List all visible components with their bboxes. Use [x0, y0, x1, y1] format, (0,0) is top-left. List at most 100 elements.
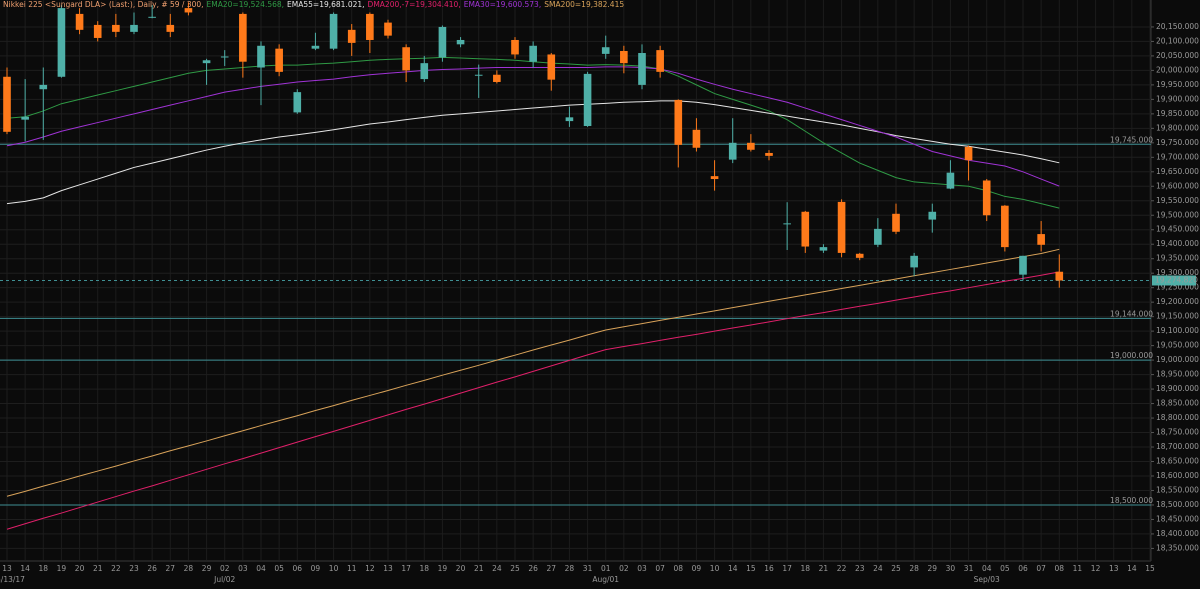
y-tick-label: 18,600.000 — [1156, 471, 1199, 480]
x-tick-label: 12 — [1091, 564, 1101, 573]
candle-body — [438, 26, 447, 58]
y-tick-label: 19,150.000 — [1156, 312, 1199, 321]
candle-body — [710, 176, 719, 180]
x-tick-label: 19 — [57, 564, 67, 573]
candle-body — [946, 172, 955, 189]
level-label: 19,745.000 — [1110, 135, 1153, 144]
x-tick-label: 21 — [819, 564, 829, 573]
candle-body — [257, 45, 265, 68]
x-tick-label: 28 — [909, 564, 919, 573]
x-tick-label: 05 — [274, 564, 284, 573]
y-tick-label: 19,500.000 — [1156, 210, 1199, 219]
y-tick-label: 19,850.000 — [1156, 109, 1199, 118]
x-tick-label: 02 — [619, 564, 629, 573]
candle-body — [801, 211, 810, 247]
candle-body — [656, 50, 664, 72]
candle-body — [783, 223, 791, 225]
y-tick-label: 19,200.000 — [1156, 297, 1199, 306]
candle-body — [874, 228, 882, 245]
y-tick-label: 18,450.000 — [1156, 514, 1199, 523]
x-tick-label: 27 — [166, 564, 176, 573]
period-label: Jun/13/17 — [0, 575, 25, 584]
candle-body — [964, 146, 973, 161]
y-tick-label: 19,900.000 — [1156, 94, 1199, 103]
x-tick-label: 28 — [565, 564, 575, 573]
x-tick-label: 15 — [746, 564, 756, 573]
y-tick-label: 18,850.000 — [1156, 399, 1199, 408]
x-tick-label: 13 — [2, 564, 12, 573]
candle-body — [620, 50, 628, 64]
indicator-line — [6, 271, 1060, 530]
candle-body — [456, 39, 465, 45]
y-tick-label: 19,450.000 — [1156, 225, 1199, 234]
y-tick-label: 19,950.000 — [1156, 80, 1199, 89]
legend: Nikkei 225 <Sungard DLA> (Last:), Daily,… — [3, 0, 624, 9]
x-tick-label: 14 — [728, 564, 738, 573]
chart-title: Nikkei 225 <Sungard DLA> (Last:), Daily,… — [3, 0, 204, 9]
x-tick-label: 03 — [637, 564, 647, 573]
x-tick-label: 29 — [202, 564, 212, 573]
y-tick-label: 19,400.000 — [1156, 239, 1199, 248]
x-tick-label: 06 — [293, 564, 303, 573]
y-tick-label: 19,550.000 — [1156, 196, 1199, 205]
x-tick-label: 22 — [837, 564, 847, 573]
candle-body — [511, 39, 519, 55]
x-tick-label: 12 — [365, 564, 375, 573]
x-tick-label: 11 — [1073, 564, 1083, 573]
x-tick-label: 17 — [782, 564, 792, 573]
y-tick-label: 18,350.000 — [1156, 543, 1199, 552]
x-tick-label: 17 — [401, 564, 411, 573]
y-tick-label: 18,400.000 — [1156, 529, 1199, 538]
candle-body — [982, 180, 991, 216]
candle-body — [293, 92, 302, 113]
legend-entry: SMA200=19,382.415 — [544, 0, 624, 9]
x-tick-label: 11 — [347, 564, 357, 573]
y-tick-label: 18,950.000 — [1156, 370, 1199, 379]
y-tick-label: 18,550.000 — [1156, 485, 1199, 494]
candle-body — [547, 54, 556, 80]
candle-body — [384, 22, 392, 36]
x-tick-label: 06 — [1018, 564, 1028, 573]
candle-body — [855, 253, 864, 258]
candle-body — [239, 13, 247, 62]
x-tick-label: 08 — [674, 564, 684, 573]
x-tick-label: 01 — [601, 564, 611, 573]
y-tick-label: 19,350.000 — [1156, 254, 1199, 263]
x-tick-label: 16 — [764, 564, 774, 573]
y-tick-label: 20,050.000 — [1156, 51, 1199, 60]
x-tick-label: 30 — [946, 564, 956, 573]
candle-body — [311, 45, 320, 49]
candle-body — [1019, 255, 1027, 275]
period-label: Aug/01 — [592, 575, 619, 584]
x-tick-label: 07 — [1036, 564, 1046, 573]
candle-body — [638, 53, 646, 85]
x-tick-label: 26 — [147, 564, 157, 573]
candle-body — [402, 47, 410, 71]
candle-body — [910, 255, 918, 268]
x-tick-label: 21 — [474, 564, 484, 573]
x-tick-label: 26 — [528, 564, 538, 573]
level-label: 18,500.000 — [1110, 496, 1153, 505]
x-tick-label: 21 — [93, 564, 103, 573]
candle-body — [819, 247, 828, 251]
candle-body — [765, 152, 773, 156]
candle-body — [93, 24, 102, 38]
candle-body — [112, 24, 120, 32]
candle-body — [1001, 205, 1009, 248]
candle-body — [75, 13, 84, 30]
x-tick-label: 05 — [1000, 564, 1010, 573]
y-tick-label: 19,100.000 — [1156, 326, 1199, 335]
x-tick-label: 22 — [111, 564, 121, 573]
candle-body — [474, 74, 483, 76]
x-tick-label: 29 — [928, 564, 938, 573]
x-tick-label: 31 — [964, 564, 974, 573]
y-tick-label: 20,000.000 — [1156, 65, 1199, 74]
x-tick-label: 09 — [311, 564, 321, 573]
x-tick-label: 10 — [710, 564, 720, 573]
indicator-line — [6, 248, 1060, 497]
y-tick-label: 19,000.000 — [1156, 355, 1199, 364]
x-tick-label: 14 — [20, 564, 30, 573]
x-tick-label: 25 — [891, 564, 901, 573]
